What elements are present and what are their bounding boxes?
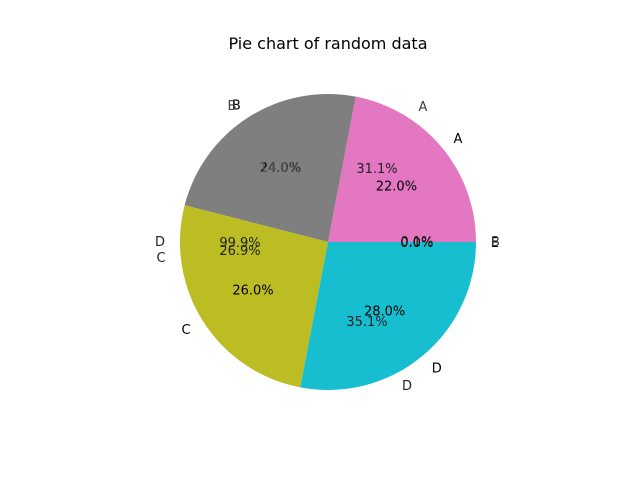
overlay-label: D (402, 379, 412, 394)
slice-percent-d: 28.0% (364, 304, 405, 319)
slice-label-b: B (232, 99, 241, 114)
slice-percent-b: 24.0% (260, 161, 301, 176)
pie-slice-c (180, 205, 328, 388)
slice-label-a: A (453, 132, 462, 147)
overlay-label: 99.9% (219, 236, 260, 251)
overlay-label: 14.0% (259, 161, 300, 176)
slice-label-d: D (432, 361, 442, 376)
pie-slice-d (300, 242, 476, 390)
slice-percent-a: 22.0% (376, 179, 417, 194)
pie-slices (180, 94, 477, 390)
slice-percent-e: 0.0% (400, 236, 433, 251)
slice-percent-c: 26.0% (232, 284, 273, 299)
overlay-label: A (419, 100, 428, 115)
overlay-label: 0.1% (400, 235, 433, 250)
overlay-label: 26.9% (219, 244, 260, 259)
pie-slice-a (328, 96, 477, 242)
overlay-label: 31.1% (356, 162, 397, 177)
slice-label-c: C (181, 323, 190, 338)
pie-slice-b (184, 94, 356, 243)
overlay-label: 35.1% (346, 315, 387, 330)
overlay-label: B (228, 99, 237, 114)
chart-title: Pie chart of random data (228, 34, 427, 53)
pie-labels: A 22.0% B 24.0% C 26.0% D 28.0% E 0.0% (181, 99, 499, 377)
slice-label-e: E (491, 236, 499, 251)
overlay-label: D (155, 235, 165, 250)
overlay-label: B (491, 235, 500, 250)
overlay-label: C (156, 251, 165, 266)
